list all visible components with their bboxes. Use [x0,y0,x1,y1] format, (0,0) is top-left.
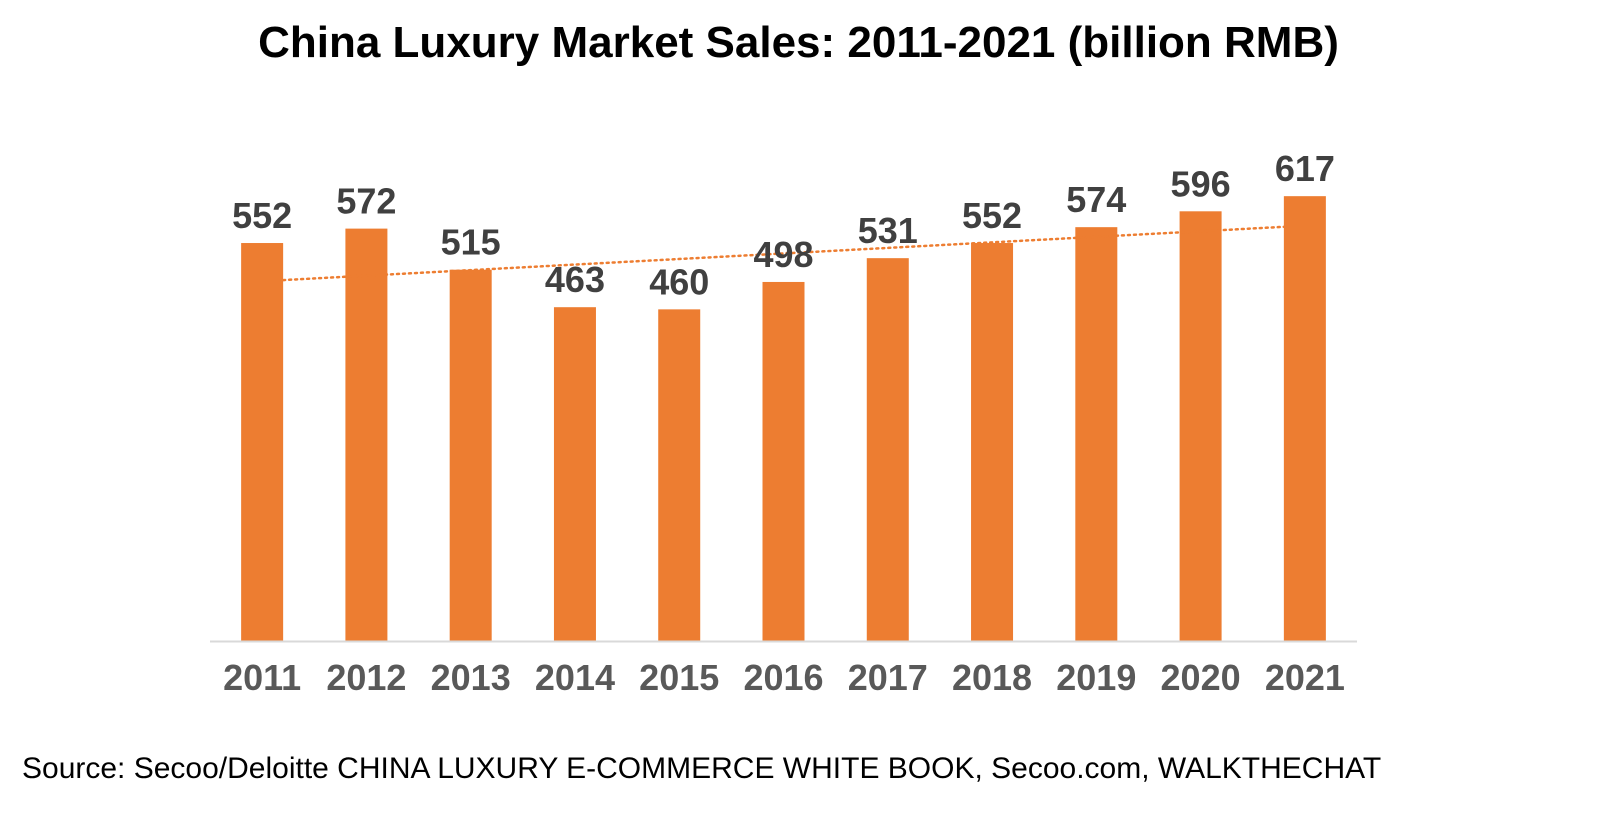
x-tick-label-2019: 2019 [1056,657,1136,698]
x-tick-label-2020: 2020 [1161,657,1241,698]
bar-2013 [449,269,492,641]
chart-title: China Luxury Market Sales: 2011-2021 (bi… [258,18,1339,67]
x-tick-label-2017: 2017 [848,657,928,698]
bar-2017 [866,258,909,641]
data-label-2019: 574 [1066,179,1126,220]
bar-2020 [1179,211,1222,641]
x-tick-label-2021: 2021 [1265,657,1345,698]
source-note: Source: Secoo/Deloitte CHINA LUXURY E-CO… [22,752,1382,785]
bars-layer [241,196,1326,641]
data-label-2012: 572 [336,181,396,222]
data-label-2013: 515 [441,222,501,263]
bar-2018 [971,243,1014,641]
x-tick-label-2012: 2012 [326,657,406,698]
data-label-2015: 460 [649,261,709,302]
data-label-2014: 463 [545,259,605,300]
x-tick-label-2011: 2011 [223,657,301,698]
x-tick-label-2018: 2018 [952,657,1032,698]
bar-2019 [1075,227,1118,641]
trendline [281,225,1291,282]
x-tick-labels-layer: 2011 2012 2013 2014 2015 2016 2017 2018 2019 2020… [223,657,1345,698]
data-label-2011: 552 [232,195,292,236]
data-labels-layer: 552 572 515 463 460 498 531 552 574 596 617 [232,148,1335,302]
data-label-2018: 552 [962,195,1022,236]
data-label-2017: 531 [858,210,918,251]
bar-2016 [762,281,805,641]
x-tick-label-2013: 2013 [431,657,511,698]
x-tick-label-2016: 2016 [743,657,823,698]
data-label-2021: 617 [1275,148,1335,189]
bar-2012 [345,228,388,641]
bar-2015 [658,309,701,641]
trendline-layer [281,225,1291,282]
x-tick-label-2014: 2014 [535,657,615,698]
x-tick-label-2015: 2015 [639,657,719,698]
data-label-2020: 596 [1171,163,1231,204]
bar-2021 [1283,196,1326,641]
data-label-2016: 498 [753,234,813,275]
bar-2011 [241,243,284,641]
bar-2014 [553,307,596,641]
